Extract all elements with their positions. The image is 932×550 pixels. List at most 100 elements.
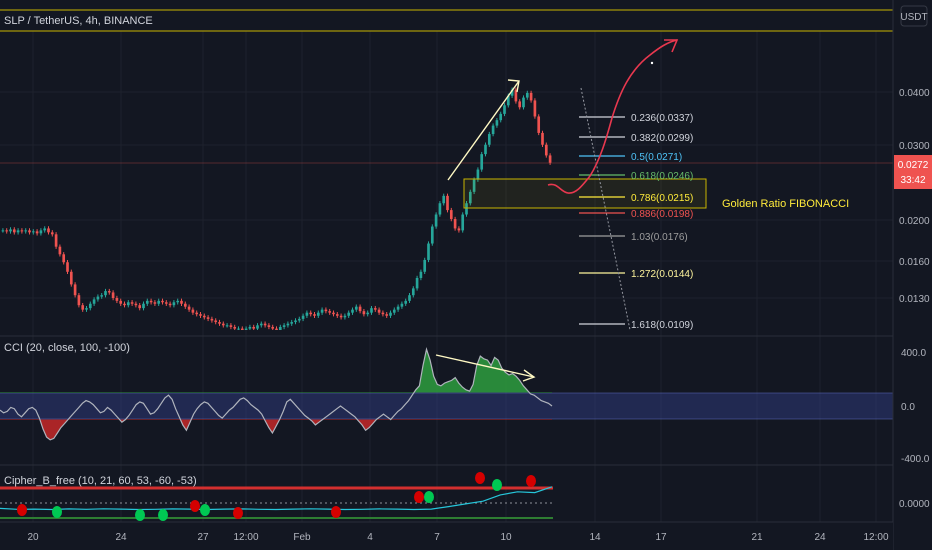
candle <box>142 301 145 311</box>
candle <box>164 300 168 306</box>
candle <box>180 298 183 306</box>
fibonacci-levels[interactable]: 0.236(0.0337) 0.382(0.0299) 0.5(0.0271) 0.6… <box>579 113 693 331</box>
golden-ratio-box[interactable] <box>463 178 707 209</box>
cci-overbought-fill <box>0 349 552 393</box>
cipher-red-dot <box>331 506 341 518</box>
candle <box>415 275 419 291</box>
fib-level[interactable]: 0.5(0.0271) <box>579 152 682 163</box>
candle <box>332 310 335 317</box>
symbol-title[interactable]: SLP / TetherUS, 4h, BINANCE <box>4 15 153 27</box>
cipher-y-tick-label: 0.0000 <box>899 499 930 510</box>
candle <box>240 326 244 330</box>
candle <box>157 298 161 306</box>
candle <box>548 153 552 165</box>
candle <box>373 305 377 312</box>
fib-level[interactable]: 0.786(0.0215) <box>579 193 693 204</box>
cipher-red-dot <box>414 491 424 503</box>
candle <box>267 323 271 330</box>
fib-price: (0.0299) <box>656 133 693 144</box>
candle <box>77 293 81 308</box>
x-tick-label: 10 <box>500 532 512 543</box>
candles <box>1 87 552 330</box>
y-tick-label: 0.0300 <box>899 141 930 152</box>
candle <box>123 301 126 308</box>
candle <box>343 313 347 320</box>
fib-level[interactable]: 1.618(0.0109) <box>579 320 693 331</box>
candle <box>370 305 373 315</box>
cci-title[interactable]: CCI (20, close, 100, -100) <box>4 342 130 354</box>
candle <box>58 244 62 257</box>
uptrend-arrow[interactable] <box>447 79 520 181</box>
x-tick-label: 4 <box>367 532 373 543</box>
fib-ratio: 1.618(0.0109) <box>631 320 693 331</box>
currency-button[interactable]: USDT <box>900 5 928 27</box>
candle <box>183 301 187 309</box>
fib-level[interactable]: 0.382(0.0299) <box>579 133 693 144</box>
cipher-green-dot <box>158 509 168 521</box>
fib-ratio: 0.786(0.0215) <box>631 193 693 204</box>
y-tick-label: 0.0200 <box>899 216 930 227</box>
candle <box>66 260 69 274</box>
candle <box>438 201 442 217</box>
fib-level[interactable]: 0.618(0.0246) <box>579 171 693 182</box>
candle <box>271 324 275 330</box>
candle <box>487 131 491 147</box>
candle <box>237 326 240 330</box>
fib-level[interactable]: 1.03(0.0176) <box>579 232 688 243</box>
candle <box>468 189 472 206</box>
candle <box>126 300 130 308</box>
candle <box>24 228 28 234</box>
fib-price: (0.0246) <box>656 171 693 182</box>
candle <box>168 301 172 308</box>
candle <box>115 295 119 304</box>
cipher-green-dot <box>492 479 502 491</box>
cipher-red-dot <box>17 504 27 516</box>
cipher-red-dot <box>190 500 200 512</box>
candle <box>259 321 263 328</box>
candle <box>461 212 465 233</box>
fib-ratio: 0.618(0.0246) <box>631 171 693 182</box>
time-axis[interactable] <box>0 522 893 550</box>
fib-level[interactable]: 0.886(0.0198) <box>579 209 693 220</box>
candle <box>256 323 259 330</box>
candle <box>354 304 358 312</box>
candle <box>522 95 525 110</box>
candle <box>39 228 43 236</box>
currency-button-label: USDT <box>900 12 927 23</box>
cipher-title[interactable]: Cipher_B_free (10, 21, 60, 53, -60, -53) <box>4 475 197 487</box>
candle <box>419 269 423 281</box>
x-axis-labels: 20 24 27 12:00 Feb 4 7 10 14 17 21 24 12:00 <box>27 532 889 543</box>
candle <box>149 298 153 305</box>
fib-ratio: 0.886(0.0198) <box>631 209 693 220</box>
candle <box>290 319 294 326</box>
candle <box>229 323 233 330</box>
candle <box>484 142 487 157</box>
candle <box>404 298 408 306</box>
price-axis[interactable] <box>893 0 932 550</box>
candle <box>525 90 529 100</box>
candle <box>366 310 370 317</box>
candle <box>275 326 278 330</box>
last-price-value: 0.0272 <box>898 160 929 171</box>
candle <box>434 212 438 229</box>
x-tick-label: 12:00 <box>233 532 258 543</box>
candle <box>119 298 123 306</box>
cci-oversold-fill <box>0 419 552 440</box>
x-tick-label: 12:00 <box>863 532 888 543</box>
projected-path-drawing[interactable] <box>547 39 679 194</box>
cipher-green-dot <box>424 491 434 503</box>
candle <box>278 324 282 330</box>
candle <box>9 227 12 234</box>
candle <box>453 216 457 231</box>
candle-countdown: 33:42 <box>900 175 925 186</box>
cci-divergence-arrow[interactable] <box>435 354 536 382</box>
candle <box>495 117 499 128</box>
candle <box>92 297 96 306</box>
fib-level[interactable]: 1.272(0.0144) <box>579 269 693 280</box>
candle <box>221 321 225 328</box>
candle <box>423 257 427 274</box>
x-tick-label: 17 <box>655 532 667 543</box>
candle <box>518 99 522 110</box>
fib-price: (0.0337) <box>656 113 693 124</box>
